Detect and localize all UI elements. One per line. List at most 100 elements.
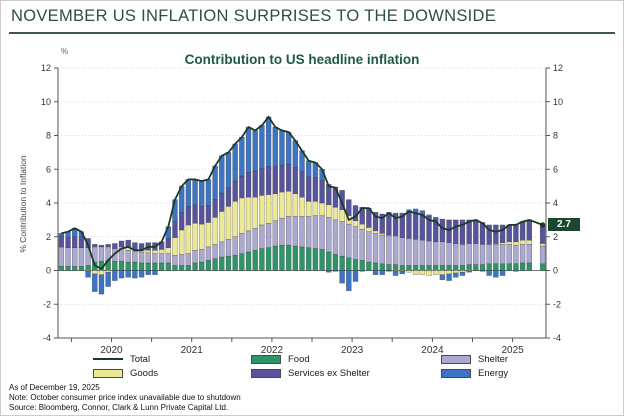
bar-segment-shelter [98, 246, 105, 262]
bar-segment-food [71, 266, 78, 271]
bar-segment-goods [299, 196, 305, 217]
bar-segment-shelter [392, 235, 399, 265]
bar-segment-shelter [526, 244, 533, 264]
source-text: Source: Bloomberg, Connor, Clark & Lunn … [9, 403, 229, 412]
bar-segment-shelter [259, 224, 265, 249]
bar-segment-services-ex-shelter [272, 166, 278, 194]
color-swatch [441, 368, 471, 378]
bar-segment-services-ex-shelter [473, 219, 479, 244]
bar-segment-services-ex-shelter [192, 204, 198, 224]
y-axis-unit-label: % [61, 47, 69, 56]
bar-segment-shelter [386, 235, 392, 265]
bar-segment-shelter [219, 241, 225, 258]
legend-label: Shelter [478, 353, 509, 365]
bar-segment-energy [432, 217, 439, 220]
bar-segment-services-ex-shelter [245, 172, 252, 198]
bar-segment-services-ex-shelter [459, 219, 466, 245]
y-tick-label-right: 2 [553, 232, 558, 242]
bar-segment-goods [459, 270, 466, 273]
bar-segment-food [366, 261, 372, 271]
bar-segment-food [245, 251, 252, 271]
bar-segment-goods [446, 270, 452, 275]
note-text: Note: October consumer price index unava… [9, 393, 241, 402]
legend-item-food: Food [251, 352, 370, 366]
bar-segment-goods [499, 242, 506, 245]
bar-segment-food [219, 256, 225, 271]
legend-item-shelter: Shelter [441, 352, 508, 366]
bar-segment-shelter [272, 220, 278, 247]
bar-segment-energy [192, 179, 198, 205]
bar-segment-food [165, 262, 172, 271]
bar-segment-shelter [506, 244, 512, 264]
bar-segment-food [319, 249, 325, 271]
bar-segment-food [118, 260, 125, 271]
bar-segment-food [473, 264, 479, 271]
bar-segment-food [132, 261, 138, 271]
bar-segment-energy [426, 214, 432, 217]
bar-segment-energy [513, 270, 519, 272]
bar-segment-food [399, 265, 405, 271]
bar-segment-shelter [372, 233, 379, 264]
bar-segment-energy [466, 271, 472, 273]
bar-segment-services-ex-shelter [205, 205, 212, 223]
bar-segment-food [192, 262, 198, 271]
bar-segment-food [265, 247, 272, 271]
bar-segment-goods [252, 196, 258, 229]
y-tick-label-right: 10 [553, 97, 563, 107]
bar-segment-goods [439, 270, 446, 275]
bar-segment-shelter [466, 243, 472, 265]
bar-segment-shelter [346, 223, 352, 259]
total-line-end-marker [540, 222, 546, 228]
bar-segment-services-ex-shelter [292, 167, 299, 194]
bar-segment-services-ex-shelter [466, 219, 472, 244]
bar-segment-food [486, 263, 492, 271]
bar-segment-shelter [299, 216, 305, 248]
bar-segment-goods [205, 222, 212, 248]
bar-segment-shelter [493, 244, 499, 264]
as-of-text: As of December 19, 2025 [9, 383, 100, 392]
bar-segment-services-ex-shelter [212, 199, 218, 218]
bar-segment-food [426, 265, 432, 271]
bar-segment-shelter [419, 239, 426, 266]
bar-segment-goods [372, 230, 379, 234]
bar-segment-food [499, 263, 506, 271]
bar-segment-shelter [312, 215, 319, 249]
bar-segment-energy [92, 273, 98, 292]
bar-segment-services-ex-shelter [299, 171, 305, 198]
bar-segment-energy [152, 270, 158, 275]
bar-segment-energy [352, 270, 359, 282]
bar-segment-goods [245, 196, 252, 232]
bar-segment-food [232, 255, 238, 271]
y-tick-label-left: 8 [46, 131, 51, 141]
bar-segment-services-ex-shelter [185, 206, 192, 226]
bar-segment-shelter [459, 244, 466, 266]
x-tick-label: 2022 [261, 345, 284, 356]
bar-segment-goods [219, 211, 225, 243]
bar-segment-services-ex-shelter [346, 199, 352, 216]
bar-segment-energy [199, 180, 205, 207]
bar-segment-services-ex-shelter [406, 212, 412, 239]
bar-segment-shelter [499, 244, 506, 264]
bar-segment-energy [272, 126, 278, 167]
bar-segment-food [346, 257, 352, 271]
bar-segment-services-ex-shelter [58, 235, 65, 248]
line-swatch [93, 358, 123, 360]
bar-segment-food [292, 245, 299, 271]
bar-segment-goods [92, 270, 98, 275]
bar-segment-goods [319, 202, 325, 216]
bar-segment-shelter [265, 223, 272, 248]
bar-segment-goods [292, 193, 299, 217]
bar-segment-shelter [539, 245, 546, 264]
bar-segment-food [145, 262, 151, 271]
bar-segment-food [279, 244, 285, 271]
bar-segment-food [526, 262, 533, 271]
bar-segment-energy [105, 271, 111, 287]
bar-segment-services-ex-shelter [178, 212, 185, 231]
bar-segment-services-ex-shelter [132, 242, 138, 250]
bar-segment-goods [419, 270, 426, 275]
bar-segment-energy [225, 152, 232, 189]
legend-label: Services ex Shelter [288, 367, 370, 379]
bar-segment-goods [406, 270, 412, 273]
bar-segment-shelter [432, 241, 439, 266]
